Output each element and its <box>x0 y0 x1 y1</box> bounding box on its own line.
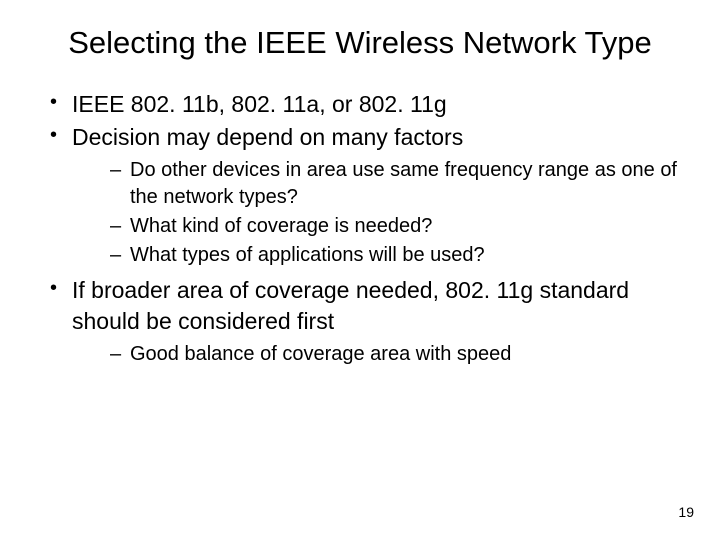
bullet-text: If broader area of coverage needed, 802.… <box>72 277 629 334</box>
bullet-text: IEEE 802. 11b, 802. 11a, or 802. 11g <box>72 91 447 117</box>
slide-title: Selecting the IEEE Wireless Network Type <box>32 24 688 63</box>
sub-bullet-item: What types of applications will be used? <box>110 242 688 269</box>
bullet-list: IEEE 802. 11b, 802. 11a, or 802. 11g Dec… <box>32 89 688 368</box>
sub-bullet-item: What kind of coverage is needed? <box>110 213 688 240</box>
bullet-text: Decision may depend on many factors <box>72 124 463 150</box>
bullet-item: If broader area of coverage needed, 802.… <box>50 275 688 368</box>
sub-bullet-list: Do other devices in area use same freque… <box>72 157 688 269</box>
sub-bullet-item: Good balance of coverage area with speed <box>110 341 688 368</box>
sub-bullet-list: Good balance of coverage area with speed <box>72 341 688 368</box>
sub-bullet-item: Do other devices in area use same freque… <box>110 157 688 211</box>
slide: Selecting the IEEE Wireless Network Type… <box>0 0 720 540</box>
bullet-item: IEEE 802. 11b, 802. 11a, or 802. 11g <box>50 89 688 120</box>
bullet-item: Decision may depend on many factors Do o… <box>50 122 688 269</box>
page-number: 19 <box>678 504 694 520</box>
